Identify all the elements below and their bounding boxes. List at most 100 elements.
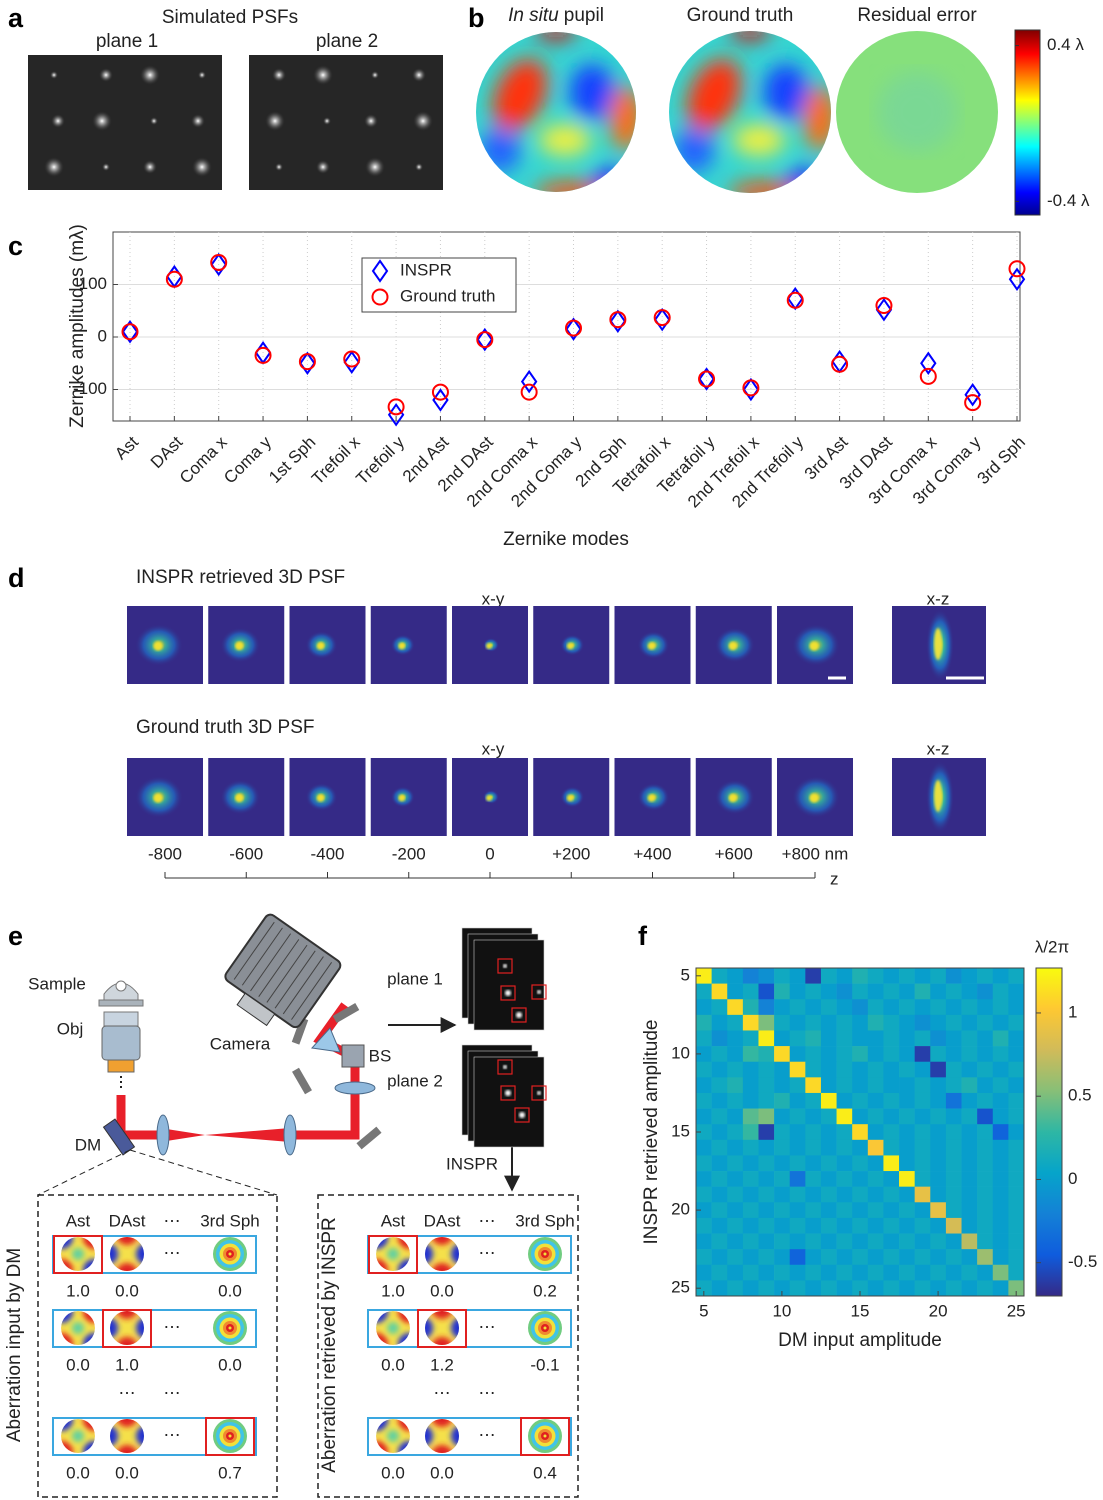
psf-spot xyxy=(99,68,113,82)
heatmap-cell xyxy=(914,1046,931,1063)
view-label: x-z xyxy=(927,739,950,758)
psf-spot xyxy=(413,111,433,131)
x-tick-label: 15 xyxy=(851,1301,870,1320)
heatmap-cell xyxy=(1008,1249,1025,1266)
psf-spot xyxy=(150,117,158,125)
heatmap-cell xyxy=(899,1155,915,1172)
heatmap-cell xyxy=(789,983,806,1000)
heatmap-cell xyxy=(1008,1264,1025,1281)
heatmap-cell xyxy=(742,1014,759,1031)
ellipsis: ⋯ xyxy=(164,1317,181,1336)
y-tick-label: 0 xyxy=(98,326,107,345)
heatmap-cell xyxy=(820,1061,837,1078)
x-tick-label: 25 xyxy=(1007,1301,1026,1320)
heatmap-cell xyxy=(820,1155,837,1172)
heatmap-cell xyxy=(820,1186,837,1203)
heatmap-cell xyxy=(727,999,744,1016)
heatmap-cell xyxy=(883,1155,900,1172)
heatmap-cell xyxy=(696,1046,712,1063)
row-box xyxy=(367,1417,572,1456)
heatmap-cell xyxy=(742,1108,759,1125)
heatmap-cell xyxy=(852,1186,869,1203)
heatmap-cell xyxy=(711,1264,728,1281)
heatmap-cell xyxy=(1008,1124,1025,1141)
heatmap-cell xyxy=(789,1030,806,1047)
plane-label: plane 1 xyxy=(387,969,443,988)
panel-d: d INSPR retrieved 3D PSF x-y x-z Ground … xyxy=(8,563,986,888)
zernike-map xyxy=(528,1311,562,1345)
heatmap-cell xyxy=(774,1233,791,1250)
psf-core xyxy=(486,643,492,649)
heatmap-cell xyxy=(945,1124,962,1141)
heatmap-cell xyxy=(805,1014,822,1031)
heatmap-cell xyxy=(899,1264,915,1281)
z-tick-label: -600 xyxy=(229,844,263,863)
x-tick-label: DAst xyxy=(147,432,187,472)
z-tick-label: +800 nm xyxy=(782,844,849,863)
psf-spot xyxy=(316,160,330,174)
heatmap-cell xyxy=(820,1264,837,1281)
roi-box xyxy=(500,1085,516,1101)
amplitude: 0.7 xyxy=(218,1463,242,1482)
heatmap-cell xyxy=(899,1014,915,1031)
psf-spot xyxy=(275,163,283,171)
heatmap-cell xyxy=(774,1171,791,1187)
heatmap-cell xyxy=(992,1124,1009,1141)
heatmap-cell xyxy=(992,1108,1009,1125)
marker-circle xyxy=(742,379,760,397)
heatmap-cell xyxy=(789,1077,806,1094)
z-tick-label: +400 xyxy=(633,844,671,863)
heatmap-cell xyxy=(977,1217,994,1234)
heatmap-cell xyxy=(961,983,978,1000)
heatmap-cell xyxy=(789,999,806,1016)
legend xyxy=(361,257,517,313)
colorbar xyxy=(1014,29,1041,216)
heatmap-cell xyxy=(930,1171,947,1187)
heatmap-cell xyxy=(727,1092,744,1109)
heatmap-cell xyxy=(852,1108,869,1125)
heatmap-cell xyxy=(914,1264,931,1281)
roi-box xyxy=(511,1007,527,1023)
mirror xyxy=(291,1017,309,1045)
heatmap-cell xyxy=(867,1077,884,1094)
heatmap-cell xyxy=(789,968,806,984)
heatmap-cell xyxy=(914,1030,931,1047)
heatmap-cell xyxy=(711,1061,728,1078)
heatmap-cell xyxy=(930,1155,947,1172)
heatmap-cell xyxy=(867,1014,884,1031)
marker-diamond xyxy=(121,320,139,344)
heatmap-cell xyxy=(883,1186,900,1203)
psf-spot xyxy=(537,1091,541,1095)
psf-spot xyxy=(191,114,205,128)
heatmap-cell xyxy=(1008,1155,1025,1172)
heatmap-cell xyxy=(914,1124,931,1141)
heatmap-cell xyxy=(914,1108,931,1125)
heatmap-cell xyxy=(727,1280,744,1297)
beam xyxy=(116,1002,360,1140)
roi-box xyxy=(497,1059,513,1075)
heatmap-cell xyxy=(945,1217,962,1234)
heatmap-cell xyxy=(758,1249,775,1266)
heatmap-cell xyxy=(789,1155,806,1172)
heatmap-cell xyxy=(758,1092,775,1109)
z-tick-label: +200 xyxy=(552,844,590,863)
heatmap-cell xyxy=(899,968,915,984)
heatmap-cell xyxy=(742,1030,759,1047)
heatmap-cell xyxy=(758,1186,775,1203)
heatmap-cell xyxy=(774,1264,791,1281)
psf-core xyxy=(728,793,737,803)
heatmap-cell xyxy=(899,1280,915,1297)
heatmap-cell xyxy=(789,1046,806,1063)
heatmap-cell xyxy=(914,983,931,1000)
heatmap-cell xyxy=(727,1217,744,1234)
heatmap-cell xyxy=(836,1124,853,1141)
heatmap-cell xyxy=(867,1155,884,1172)
heatmap-cell xyxy=(945,1108,962,1125)
heatmap-cell xyxy=(899,1249,915,1266)
heatmap-cell xyxy=(930,1139,947,1156)
roi-box xyxy=(531,1085,547,1101)
heatmap-cell xyxy=(992,1264,1009,1281)
heatmap-cell xyxy=(899,1202,915,1219)
heatmap-cell xyxy=(836,1092,853,1109)
